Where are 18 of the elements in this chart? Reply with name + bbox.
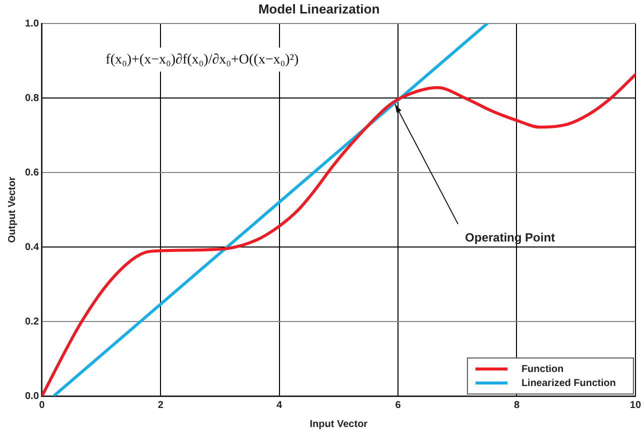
x-tick-label: 2 [158, 400, 164, 411]
x-tick-label: 4 [276, 400, 283, 411]
y-tick-label: 1.0 [24, 18, 40, 30]
legend-label: Function [521, 364, 564, 375]
y-axis-title: Output Vector [6, 176, 18, 243]
x-tick-label: 8 [514, 400, 520, 411]
x-tick-label: 10 [630, 400, 642, 411]
x-axis-title: Input Vector [310, 418, 368, 430]
legend-label: Linearized Function [521, 378, 616, 389]
y-tick-label: 0.8 [24, 92, 40, 104]
y-tick-label: 0.6 [24, 167, 40, 178]
x-tick-label: 6 [395, 400, 402, 411]
y-tick-label: 0.2 [24, 316, 40, 328]
x-tick-label: 0 [39, 400, 46, 411]
y-tick-label: 0.4 [24, 242, 40, 253]
chart-title: Model Linearization [258, 1, 380, 16]
y-tick-label: 0.0 [24, 390, 40, 402]
annotation: f(x₀)+(x−x₀)∂f(x₀)/∂x₀+O((x−x₀)²) [106, 52, 299, 68]
